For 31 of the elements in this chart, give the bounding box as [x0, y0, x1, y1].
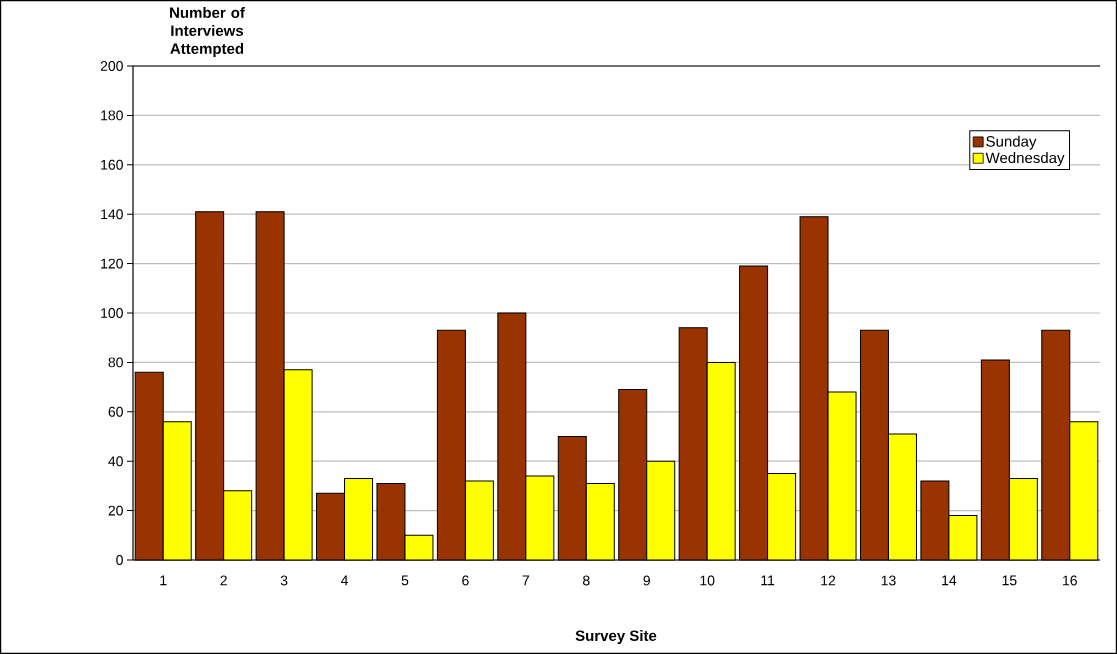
x-tick-label: 9	[643, 575, 650, 586]
x-tick-label: 4	[340, 575, 349, 586]
x-tick-label: 3	[280, 575, 288, 586]
y-tick-label: 80	[108, 357, 123, 368]
x-tick-label: 14	[942, 575, 957, 586]
y-tick-label: 200	[100, 61, 123, 71]
legend-label: Wednesday	[985, 152, 1065, 167]
x-axis-title: Survey Site	[575, 630, 657, 644]
x-tick-label: 8	[583, 575, 590, 586]
y-tick-label: 40	[108, 456, 123, 467]
y-tick-label: 120	[101, 258, 123, 269]
y-tick-label: 140	[101, 209, 123, 220]
y-tick-label: 0	[116, 555, 123, 565]
y-tick-label: 20	[108, 505, 123, 516]
y-tick-label: 160	[101, 159, 123, 170]
x-tick-label: 15	[1002, 575, 1017, 586]
x-tick-label: 5	[401, 575, 409, 586]
y-tick-label: 100	[101, 308, 123, 318]
y-axis-title: Number of Interviews Attempted	[170, 7, 245, 57]
x-tick-label: 13	[881, 575, 896, 586]
x-tick-label: 11	[761, 575, 775, 586]
x-tick-label: 12	[821, 575, 836, 586]
x-tick-label: 1	[160, 575, 167, 586]
y-tick-label: 180	[101, 110, 123, 121]
x-tick-label: 10	[700, 575, 715, 586]
x-tick-label: 7	[522, 575, 530, 586]
x-tick-label: 16	[1063, 575, 1077, 586]
x-tick-label: 2	[220, 575, 227, 586]
x-tick-label: 6	[462, 575, 469, 586]
legend-label: Sunday	[986, 135, 1037, 150]
y-tick-label: 60	[108, 406, 123, 417]
